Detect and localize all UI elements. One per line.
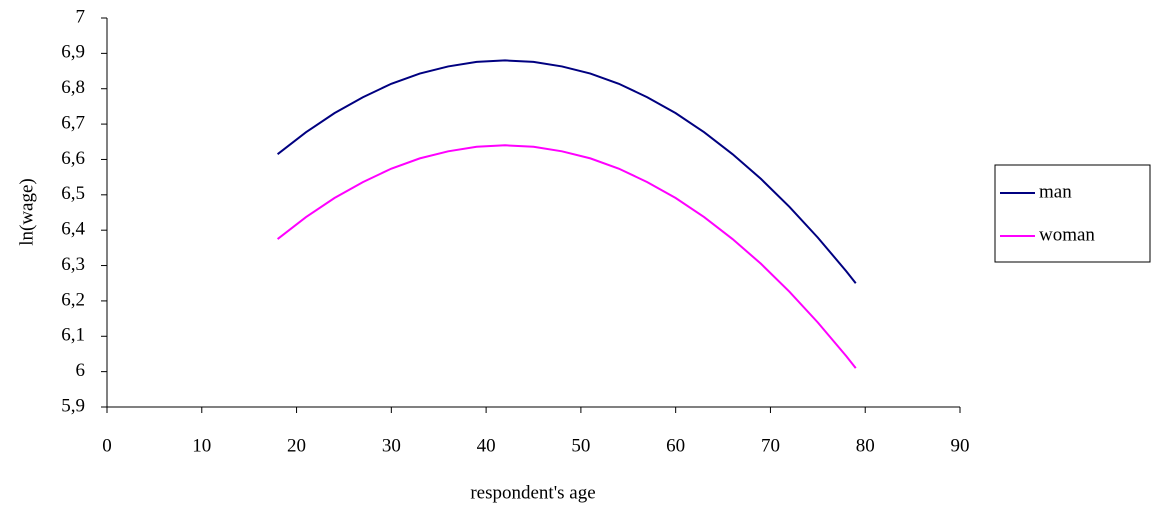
x-tick-label: 60	[666, 435, 685, 456]
y-tick-label: 6,6	[61, 148, 85, 169]
x-axis-label: respondent's age	[470, 482, 595, 503]
y-tick-label: 6,4	[61, 219, 85, 240]
line-series	[276, 59, 857, 284]
y-tick-label: 6,9	[61, 42, 85, 63]
legend-box	[994, 164, 1151, 263]
x-tick-label: 90	[951, 435, 970, 456]
line-series	[276, 144, 857, 369]
y-tick-label: 6,2	[61, 289, 85, 310]
y-axis-label: ln(wage)	[16, 178, 37, 246]
y-tick-label: 6,8	[61, 77, 85, 98]
legend-label: man	[1039, 181, 1072, 202]
y-tick-label: 6,1	[61, 325, 85, 346]
x-tick-label: 80	[856, 435, 875, 456]
x-tick-label: 10	[192, 435, 211, 456]
y-tick-label: 6	[76, 360, 86, 381]
x-tick-label: 50	[571, 435, 590, 456]
y-tick-label: 5,9	[61, 395, 85, 416]
x-tick-label: 70	[761, 435, 780, 456]
legend-label: woman	[1039, 224, 1095, 245]
x-tick-label: 20	[287, 435, 306, 456]
y-tick-label: 7	[76, 6, 86, 27]
y-tick-label: 6,7	[61, 112, 85, 133]
x-tick-label: 40	[477, 435, 496, 456]
y-tick-label: 6,5	[61, 183, 85, 204]
x-tick-label: 0	[102, 435, 112, 456]
x-tick-label: 30	[382, 435, 401, 456]
y-tick-label: 6,3	[61, 254, 85, 275]
